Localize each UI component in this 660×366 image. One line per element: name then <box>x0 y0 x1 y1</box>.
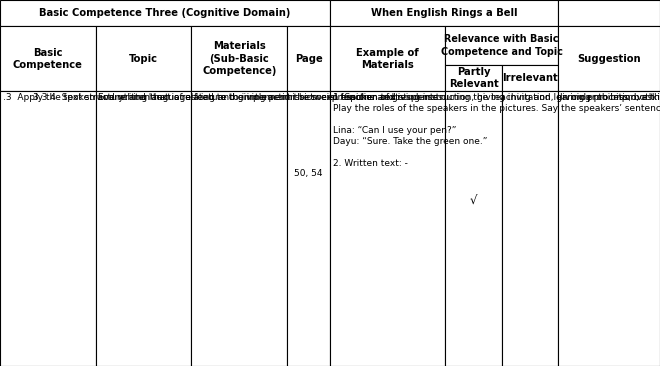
Text: 3.3.4  Spoken and written text of asking and giving permission expressions and r: 3.3.4 Spoken and written text of asking … <box>33 93 446 102</box>
Text: Irrelevant: Irrelevant <box>502 73 558 83</box>
Bar <box>0 0 330 26</box>
Text: Suggestion: Suggestion <box>577 54 641 64</box>
Bar <box>191 91 287 366</box>
Text: .3  Apply the text structure and language feature to implement the social functi: .3 Apply the text structure and language… <box>3 93 660 102</box>
Text: √: √ <box>470 195 477 208</box>
Text: Basic
Competence: Basic Competence <box>13 48 82 70</box>
Text: Basic Competence Three (Cognitive Domain): Basic Competence Three (Cognitive Domain… <box>40 8 290 18</box>
Bar <box>96 91 191 366</box>
Bar <box>96 26 191 91</box>
Bar <box>191 26 287 91</box>
Bar <box>446 91 502 366</box>
Text: When English Rings a Bell: When English Rings a Bell <box>371 8 517 18</box>
Bar <box>558 0 660 26</box>
Bar <box>330 26 446 91</box>
Bar <box>558 26 660 91</box>
Text: Page: Page <box>294 54 323 64</box>
Text: Topic: Topic <box>129 54 158 64</box>
Text: Example of
Materials: Example of Materials <box>356 48 419 70</box>
Text: Relevance with Basic
Competence and Topic: Relevance with Basic Competence and Topi… <box>441 34 562 57</box>
Bar <box>502 91 558 366</box>
Bar <box>446 26 558 65</box>
Bar <box>330 91 446 366</box>
Bar <box>287 91 330 366</box>
Bar <box>330 0 558 26</box>
Bar <box>502 65 558 91</box>
Bar <box>446 65 502 91</box>
Text: 50, 54: 50, 54 <box>294 169 323 178</box>
Text: Materials
(Sub-Basic
Competence): Materials (Sub-Basic Competence) <box>202 41 277 76</box>
Text: In order to improve the materials in the book to become relevant with the 3.3.4 : In order to improve the materials in the… <box>560 93 660 102</box>
Bar <box>0 26 96 91</box>
Bar <box>0 91 96 366</box>
Text: Everything that is related to the interaction between teacher and students durin: Everything that is related to the intera… <box>98 93 660 102</box>
Text: Partly
Relevant: Partly Relevant <box>449 67 498 89</box>
Text: 1. Spoken text:
Play the roles of the speakers in the pictures. Say the speakers: 1. Spoken text: Play the roles of the sp… <box>333 93 660 168</box>
Bar <box>558 91 660 366</box>
Bar <box>287 26 330 91</box>
